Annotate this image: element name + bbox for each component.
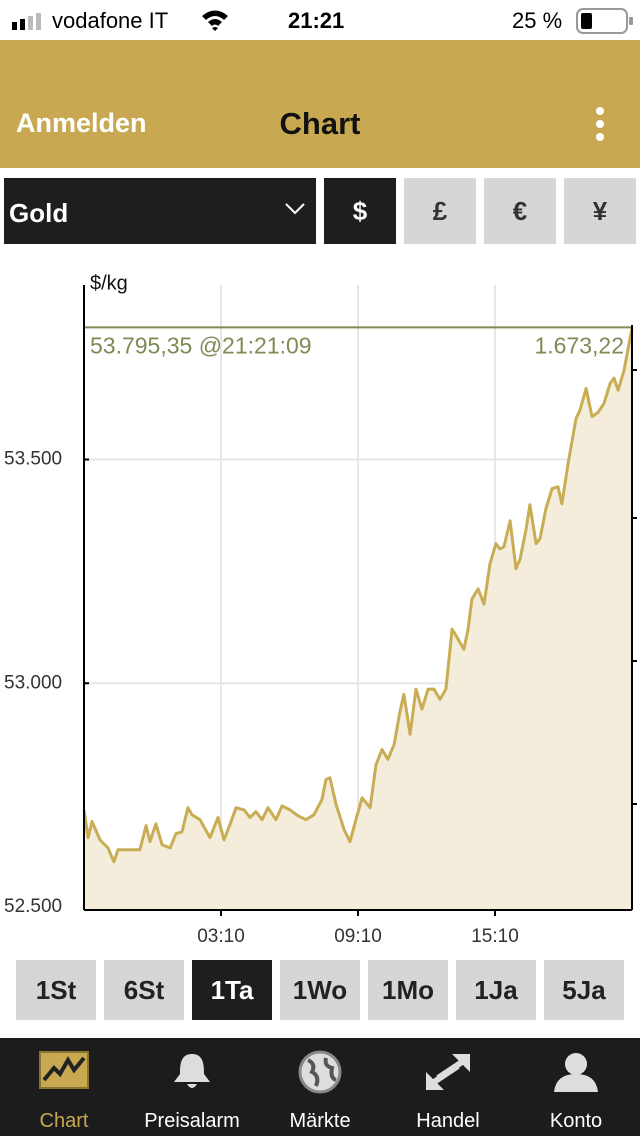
range-buttons: 1St 6St 1Ta 1Wo 1Mo 1Ja 5Ja	[0, 960, 640, 1020]
tab-item[interactable]: Handel	[384, 1038, 512, 1136]
menu-button[interactable]	[592, 106, 608, 142]
y-tick-label: 52.500	[4, 896, 62, 917]
price-area	[84, 328, 632, 910]
battery-text: 25 %	[512, 8, 563, 33]
tab-icon	[39, 1051, 89, 1089]
y-tick-label: 53.500	[4, 449, 62, 470]
carrier: vodafone IT	[52, 8, 169, 33]
tab-icon	[426, 1054, 470, 1090]
tab-item[interactable]: Preisalarm	[128, 1038, 256, 1136]
asset-dropdown[interactable]: Gold	[4, 178, 316, 244]
status-bar: vodafone IT 21:21 25 %	[0, 0, 640, 40]
tab-icon	[554, 1053, 598, 1092]
price-annotation: 53.795,35 @21:21:09	[90, 332, 312, 358]
clock: 21:21	[288, 8, 345, 33]
y-axis-label: $/kg	[90, 272, 128, 294]
currency-button[interactable]: £	[404, 178, 476, 244]
tab-label: Märkte	[289, 1110, 351, 1132]
tab-icon	[298, 1050, 342, 1094]
nav-title: Chart	[279, 106, 361, 141]
login-button[interactable]: Anmelden	[16, 108, 147, 138]
range-button[interactable]: 5Ja	[544, 960, 624, 1020]
currency-button[interactable]: ¥	[564, 178, 636, 244]
tab-label: Konto	[549, 1110, 603, 1132]
tab-item[interactable]: Konto	[512, 1038, 640, 1136]
tab-label: Preisalarm	[144, 1110, 240, 1132]
asset-name: Gold	[9, 198, 69, 228]
x-tick-label: 03:10	[197, 926, 245, 947]
tab-item[interactable]: Märkte	[256, 1038, 384, 1136]
x-tick-label: 09:10	[334, 926, 382, 947]
range-button[interactable]: 1Wo	[280, 960, 360, 1020]
price-annotation-right: 1.673,22	[534, 332, 624, 358]
price-line	[82, 327, 634, 864]
nav-bar: Anmelden Chart	[0, 40, 640, 168]
wifi-icon	[202, 10, 228, 31]
currency-button[interactable]: $	[324, 178, 396, 244]
signal-icon	[12, 13, 41, 30]
range-button[interactable]: 1Mo	[368, 960, 448, 1020]
y-tick-label: 53.000	[4, 672, 62, 693]
currency-button[interactable]: €	[484, 178, 556, 244]
chart: $/kg 52.500 53.000 53.500 03:10 09:10 15:10 53…	[4, 272, 637, 947]
range-button[interactable]: 1Ta	[192, 960, 272, 1020]
selector-row: Gold $ £ € ¥	[0, 178, 640, 244]
tab-label: Handel	[416, 1110, 480, 1132]
tab-icon	[174, 1054, 210, 1088]
tab-label: Chart	[39, 1110, 89, 1132]
tab-item[interactable]: Chart	[0, 1038, 128, 1136]
x-tick-label: 15:10	[471, 926, 519, 947]
range-button[interactable]: 1St	[16, 960, 96, 1020]
battery-icon	[576, 8, 633, 34]
range-button[interactable]: 6St	[104, 960, 184, 1020]
tab-bar: Chart Preisalarm Märkte Handel Konto	[0, 1038, 640, 1136]
dropdown-arrow	[285, 203, 305, 215]
range-button[interactable]: 1Ja	[456, 960, 536, 1020]
